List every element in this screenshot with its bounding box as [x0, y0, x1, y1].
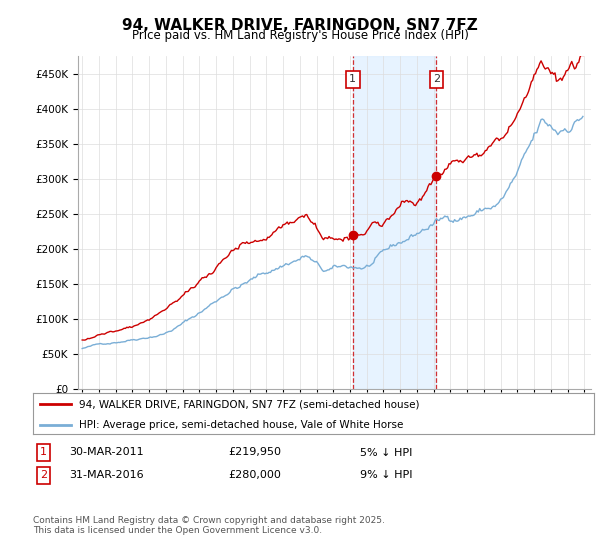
- Text: 94, WALKER DRIVE, FARINGDON, SN7 7FZ (semi-detached house): 94, WALKER DRIVE, FARINGDON, SN7 7FZ (se…: [79, 399, 419, 409]
- Text: 30-MAR-2011: 30-MAR-2011: [69, 447, 143, 458]
- Text: 94, WALKER DRIVE, FARINGDON, SN7 7FZ: 94, WALKER DRIVE, FARINGDON, SN7 7FZ: [122, 18, 478, 33]
- Text: 2: 2: [433, 74, 440, 85]
- Text: Contains HM Land Registry data © Crown copyright and database right 2025.
This d: Contains HM Land Registry data © Crown c…: [33, 516, 385, 535]
- Text: Price paid vs. HM Land Registry's House Price Index (HPI): Price paid vs. HM Land Registry's House …: [131, 29, 469, 42]
- Text: 1: 1: [40, 447, 47, 458]
- Text: 1: 1: [349, 74, 356, 85]
- Bar: [353, 56, 436, 389]
- Text: 31-MAR-2016: 31-MAR-2016: [69, 470, 143, 480]
- Text: 5% ↓ HPI: 5% ↓ HPI: [360, 447, 412, 458]
- Text: 2: 2: [40, 470, 47, 480]
- Text: 9% ↓ HPI: 9% ↓ HPI: [360, 470, 413, 480]
- Text: HPI: Average price, semi-detached house, Vale of White Horse: HPI: Average price, semi-detached house,…: [79, 419, 403, 430]
- Text: £219,950: £219,950: [228, 447, 281, 458]
- Text: £280,000: £280,000: [228, 470, 281, 480]
